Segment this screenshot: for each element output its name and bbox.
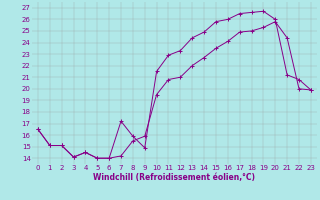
X-axis label: Windchill (Refroidissement éolien,°C): Windchill (Refroidissement éolien,°C) (93, 173, 255, 182)
